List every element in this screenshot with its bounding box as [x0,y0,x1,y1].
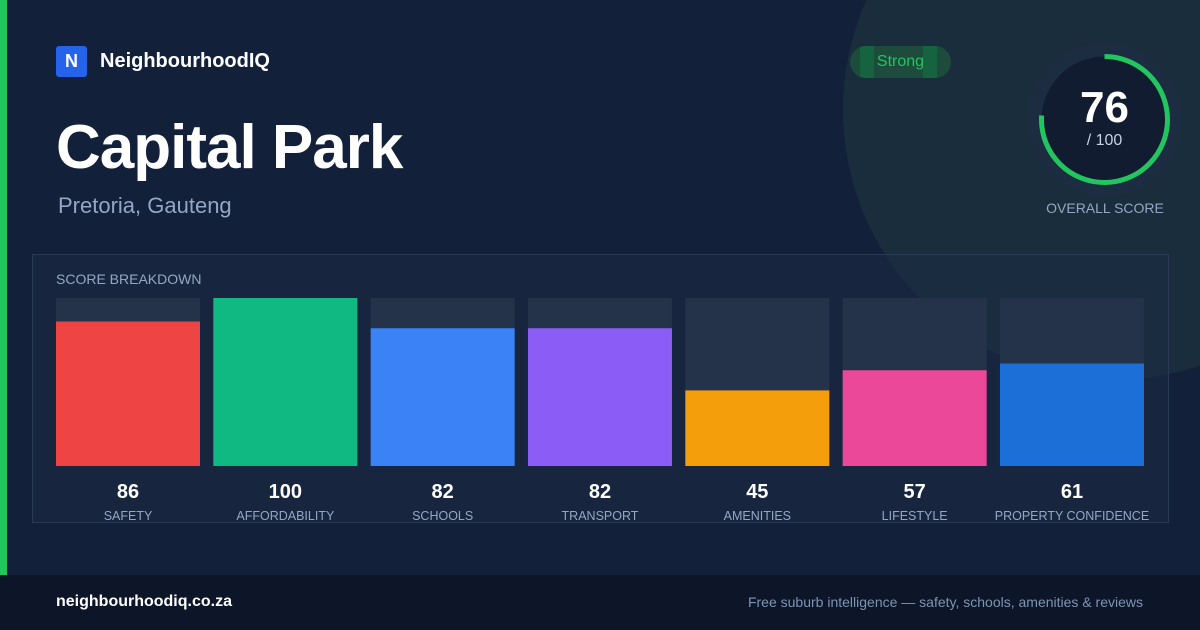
bar-schools [370,328,515,466]
category-label: TRANSPORT [562,509,639,523]
score-ring-arc [1039,54,1170,185]
score-ring-center [1041,56,1168,183]
bar-safety [56,321,200,466]
brand-name: NeighbourhoodIQ [100,50,270,72]
footer-url[interactable]: neighbourhoodiq.co.za [56,593,232,610]
overall-score-value: 76 [1080,83,1129,132]
breakdown-title: SCORE BREAKDOWN [56,271,202,287]
bar-value-label: 57 [904,481,926,503]
bar-lifestyle [842,370,987,466]
bar-property-confidence [999,363,1144,466]
bar-value-label: 100 [269,481,302,503]
bar-affordability [213,298,358,466]
bar-transport [527,328,672,466]
rating-badge: Strong [850,46,951,78]
bar-amenities [685,390,830,466]
category-label: SAFETY [104,509,153,523]
category-label: AFFORDABILITY [236,509,335,523]
bar-value-label: 45 [746,481,768,503]
brand: N NeighbourhoodIQ [56,46,270,77]
category-label: AMENITIES [724,509,791,523]
logo-icon: N [56,46,87,77]
footer-tagline: Free suburb intelligence — safety, schoo… [747,594,1143,610]
bar-value-label: 61 [1061,481,1083,503]
bar-value-label: 86 [117,481,139,503]
bar-value-label: 82 [589,481,611,503]
category-label: PROPERTY CONFIDENCE [995,509,1149,523]
suburb-location: Pretoria, Gauteng [58,193,232,218]
category-label: LIFESTYLE [882,509,948,523]
footer [0,575,1200,630]
bar-value-label: 82 [432,481,454,503]
accent-bar [0,0,7,575]
overall-score-ring [1027,42,1182,197]
overall-score-label: OVERALL SCORE [1046,200,1164,216]
category-label: SCHOOLS [412,509,473,523]
suburb-title: Capital Park [56,113,403,182]
rating-badge-label: Strong [876,53,925,70]
score-breakdown-chart: 86 SAFETY 100 AFFORDABILITY 82 SCHOOLS 82 TRANS… [56,298,1149,523]
overall-score-max: / 100 [1086,132,1123,149]
